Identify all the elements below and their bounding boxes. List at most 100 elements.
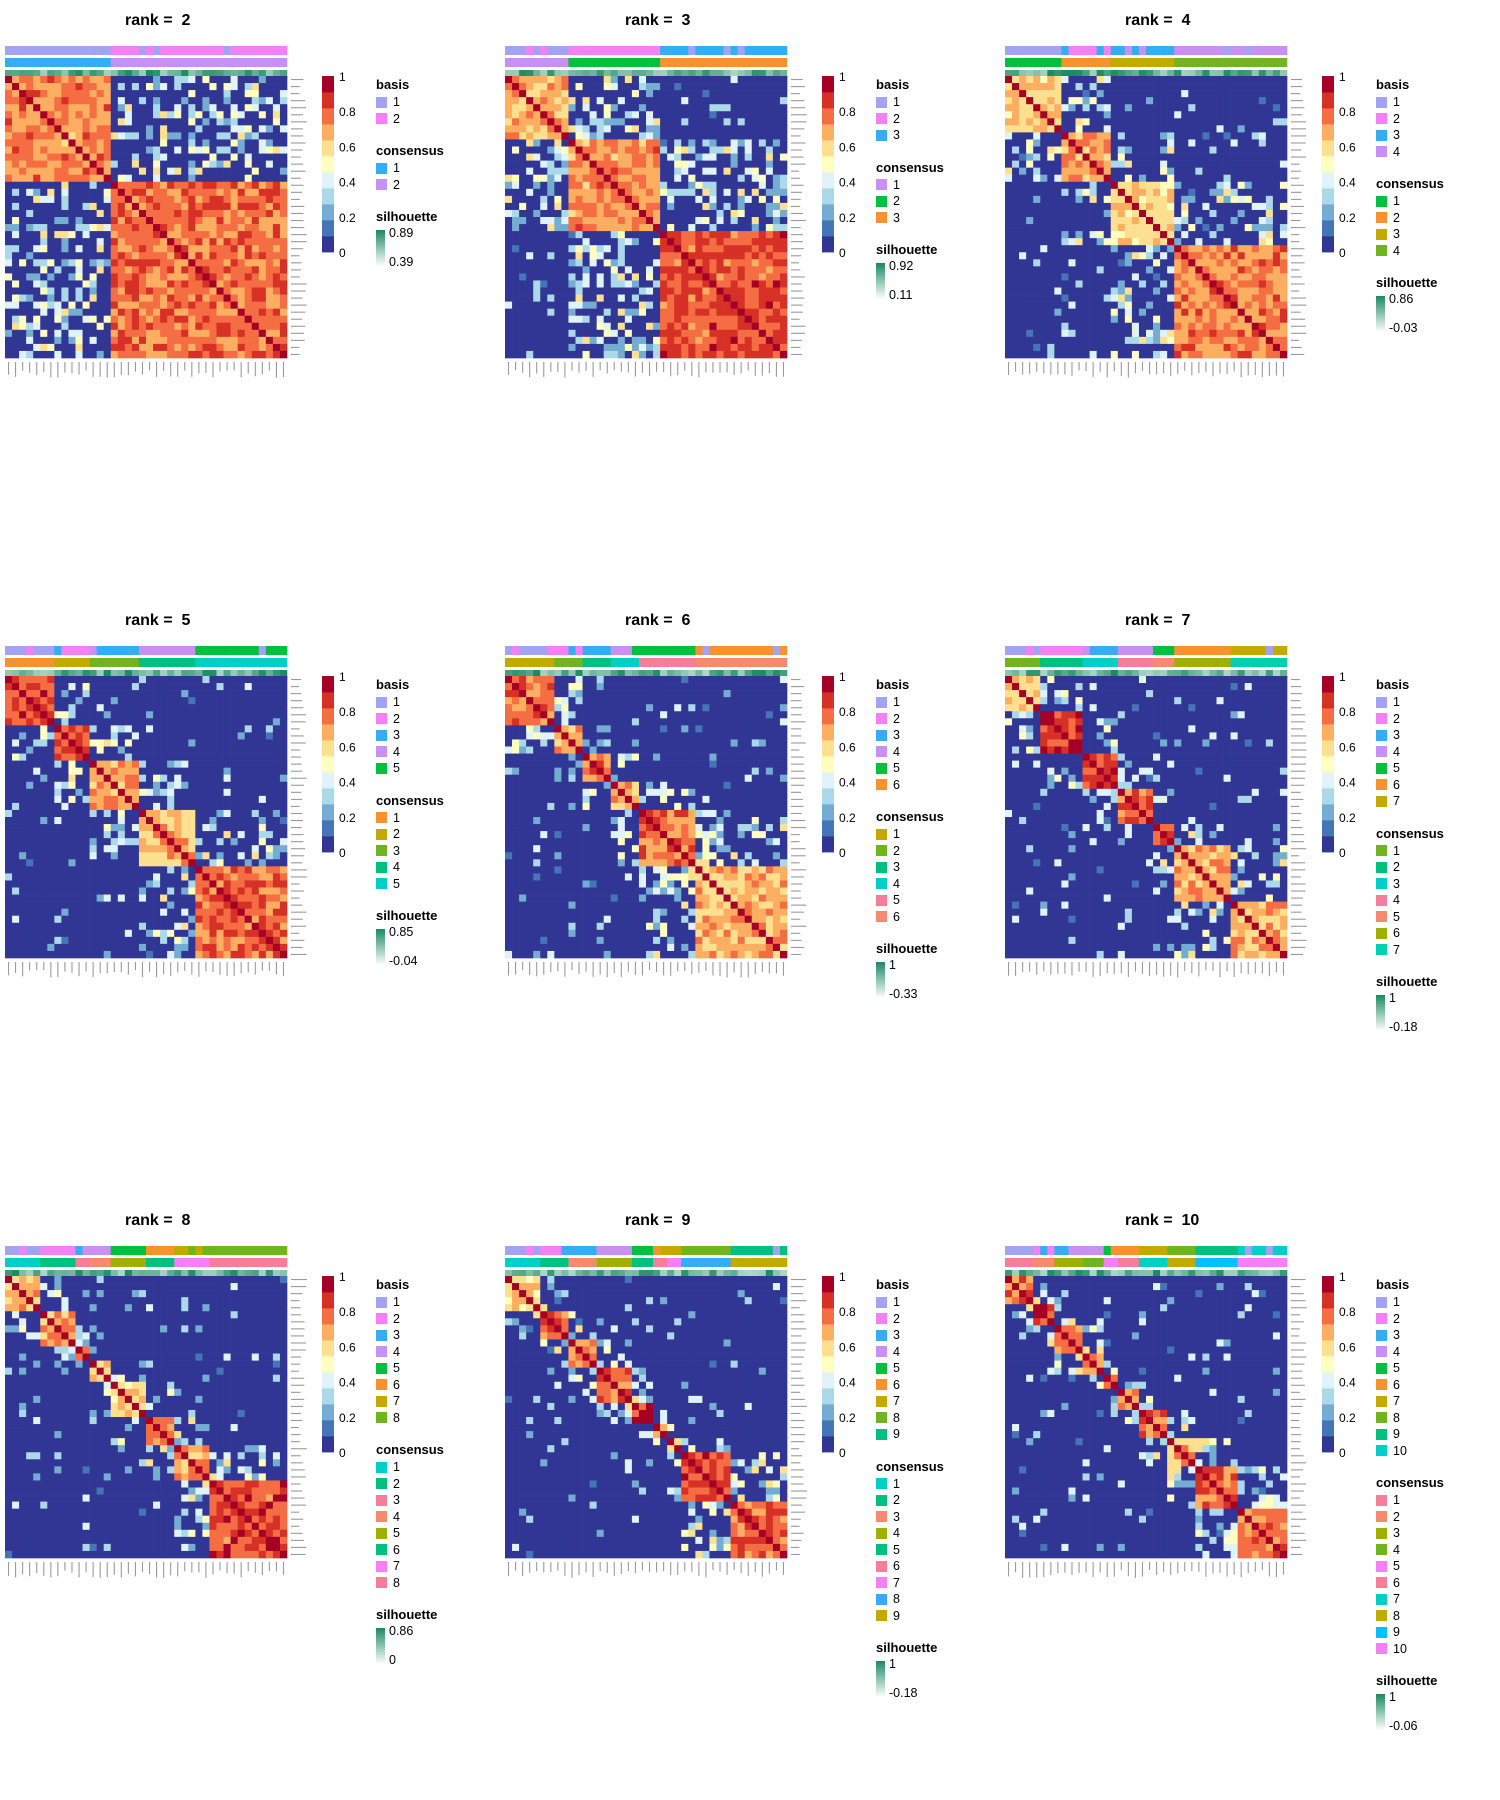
matrix-cell (82, 97, 90, 105)
matrix-cell (1188, 83, 1196, 91)
matrix-cell (75, 76, 83, 84)
matrix-cell (1110, 224, 1119, 232)
matrix-cell (716, 294, 724, 302)
matrix-cell (33, 273, 41, 281)
matrix-cell (674, 217, 682, 225)
matrix-cell (526, 280, 534, 288)
matrix-cell (174, 294, 182, 302)
matrix-cell (1033, 111, 1041, 119)
matrix-cell (117, 280, 126, 288)
matrix-cell (744, 125, 753, 133)
matrix-cell (1153, 139, 1161, 147)
matrix-cell (1068, 139, 1076, 147)
matrix-cell (244, 322, 253, 331)
silhouette-annotation-bar-cell (554, 70, 562, 79)
matrix-cell (1153, 90, 1161, 98)
matrix-cell (195, 343, 203, 352)
matrix-cell (737, 125, 746, 133)
consensus-annotation-bar-cell (519, 58, 527, 67)
matrix-cell (695, 217, 703, 225)
matrix-cell (89, 259, 97, 267)
basis-annotation-bar-cell (1167, 46, 1175, 55)
matrix-cell (709, 104, 717, 112)
matrix-cell (1061, 153, 1069, 161)
matrix-cell (124, 266, 133, 274)
matrix-cell (54, 153, 62, 161)
matrix-cell (1054, 273, 1062, 281)
matrix-cell (82, 146, 90, 154)
matrix-cell (533, 231, 541, 239)
matrix-cell (1103, 160, 1112, 168)
matrix-cell (1089, 83, 1097, 91)
matrix-cell (146, 132, 154, 140)
matrix-cell (519, 343, 527, 352)
matrix-cell (82, 315, 90, 324)
matrix-cell (160, 322, 168, 331)
matrix-cell (688, 111, 696, 119)
matrix-cell (716, 97, 724, 105)
matrix-cell (526, 336, 534, 345)
matrix-cell (124, 76, 133, 84)
matrix-cell (230, 217, 238, 225)
matrix-cell (1202, 202, 1210, 211)
matrix-cell (265, 245, 274, 253)
matrix-cell (554, 301, 562, 309)
matrix-cell (153, 118, 161, 126)
matrix-cell (223, 195, 231, 204)
matrix-cell (160, 259, 168, 267)
matrix-cell (617, 160, 626, 168)
matrix-cell (681, 202, 689, 211)
matrix-cell (709, 83, 717, 91)
matrix-cell (12, 287, 20, 295)
matrix-cell (1244, 76, 1253, 84)
matrix-cell (230, 301, 238, 309)
matrix-cell (638, 336, 647, 345)
matrix-cell (646, 336, 654, 345)
matrix-cell (54, 287, 62, 295)
matrix-cell (1075, 167, 1083, 176)
matrix-cell (653, 202, 661, 211)
matrix-cell (610, 273, 619, 281)
matrix-cell (653, 336, 661, 345)
matrix-cell (40, 153, 48, 161)
matrix-cell (202, 273, 210, 281)
matrix-cell (660, 273, 668, 281)
matrix-cell (730, 195, 738, 204)
matrix-cell (160, 273, 168, 281)
matrix-cell (702, 209, 710, 218)
matrix-cell (765, 287, 774, 295)
matrix-cell (19, 174, 27, 183)
matrix-cell (505, 195, 513, 204)
matrix-cell (1047, 224, 1055, 232)
matrix-cell (561, 202, 569, 211)
matrix-cell (279, 153, 288, 161)
matrix-cell (540, 90, 548, 98)
matrix-cell (160, 139, 168, 147)
matrix-cell (124, 224, 133, 232)
matrix-cell (1195, 160, 1203, 168)
matrix-cell (624, 132, 633, 140)
matrix-cell (660, 350, 668, 359)
matrix-cell (1153, 111, 1161, 119)
matrix-cell (1188, 245, 1196, 253)
matrix-cell (82, 308, 90, 317)
silhouette-annotation-bar-cell (695, 70, 703, 79)
matrix-cell (610, 83, 619, 91)
matrix-cell (33, 118, 41, 126)
matrix-cell (730, 287, 738, 295)
matrix-cell (688, 287, 696, 295)
matrix-cell (702, 195, 710, 204)
matrix-cell (533, 195, 541, 204)
matrix-cell (188, 273, 196, 281)
matrix-cell (695, 329, 703, 338)
matrix-cell (1047, 188, 1055, 197)
matrix-cell (1160, 245, 1168, 253)
matrix-cell (82, 111, 90, 119)
basis-annotation-bar-cell (667, 46, 675, 55)
matrix-cell (75, 118, 83, 126)
matrix-cell (575, 322, 583, 331)
matrix-cell (1131, 273, 1140, 281)
matrix-cell (575, 238, 583, 246)
matrix-cell (610, 350, 619, 359)
matrix-cell (751, 287, 760, 295)
